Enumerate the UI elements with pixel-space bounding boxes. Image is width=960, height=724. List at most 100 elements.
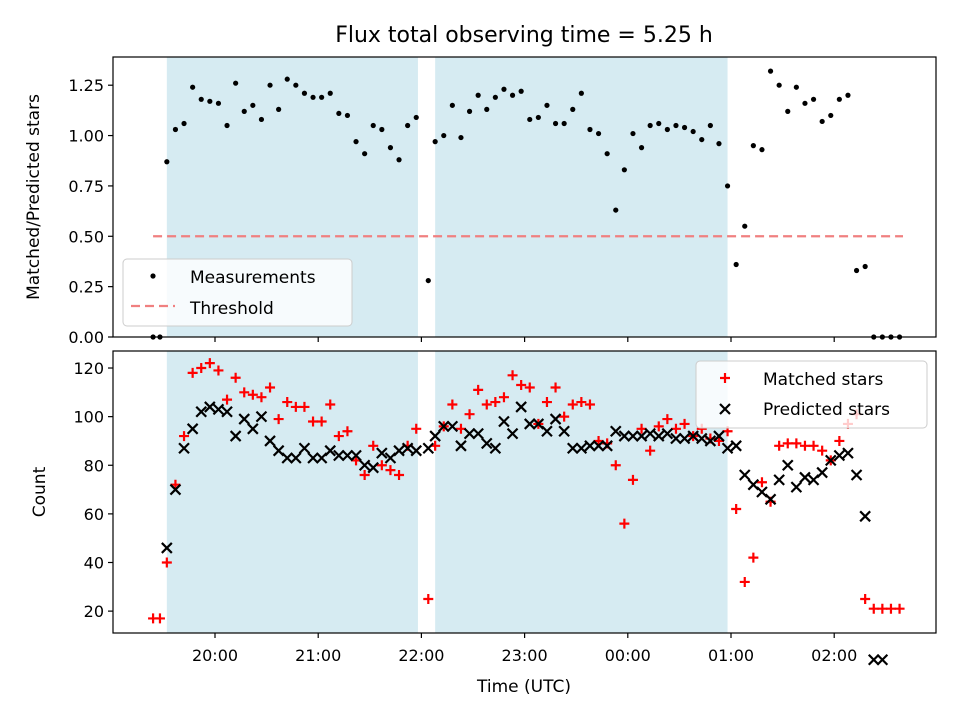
data-point: [379, 126, 385, 133]
bottom-y-tick-label: 40: [84, 554, 104, 573]
data-point: [552, 120, 559, 127]
data-point: [584, 440, 596, 452]
data-point: [498, 392, 509, 403]
bottom-y-tick-label: 80: [84, 456, 104, 475]
data-point: [481, 399, 492, 410]
data-point: [422, 442, 435, 455]
data-point: [635, 430, 648, 442]
data-point: [327, 90, 333, 96]
data-point: [610, 460, 621, 471]
data-point: [344, 112, 351, 119]
data-point: [550, 382, 561, 393]
data-point: [527, 116, 533, 123]
top-observing-window-2: [435, 57, 728, 337]
data-point: [441, 132, 447, 139]
data-point: [816, 466, 828, 479]
data-point: [670, 423, 681, 434]
data-point: [215, 100, 222, 106]
data-point: [472, 427, 484, 440]
data-point: [695, 432, 708, 445]
data-point: [713, 430, 725, 442]
data-point: [584, 399, 595, 410]
data-point: [325, 399, 336, 410]
data-point: [595, 130, 602, 137]
data-point: [195, 405, 208, 418]
data-point: [310, 94, 316, 100]
series-measurements: [150, 68, 903, 340]
data-point: [221, 405, 233, 418]
data-point: [733, 261, 739, 268]
data-point: [742, 223, 748, 229]
data-point: [619, 518, 630, 529]
legend-measurements-marker: [150, 273, 156, 279]
data-point: [802, 100, 808, 106]
data-point: [484, 106, 490, 112]
data-point: [455, 423, 466, 434]
data-point: [358, 459, 371, 472]
data-point: [273, 414, 284, 425]
x-tick-label: 21:00: [295, 646, 341, 665]
data-point: [341, 449, 354, 462]
legend-matched-label: Matched stars: [763, 370, 883, 390]
data-point: [179, 431, 190, 442]
data-point: [196, 363, 207, 374]
data-point: [299, 401, 310, 412]
data-point: [661, 427, 674, 440]
data-point: [681, 124, 688, 131]
data-point: [316, 416, 327, 427]
data-point: [276, 106, 282, 112]
data-point: [764, 493, 777, 506]
data-point: [190, 84, 196, 90]
data-point: [186, 423, 199, 435]
bottom-y-tick-label: 20: [84, 602, 104, 621]
data-point: [773, 474, 785, 486]
data-point: [233, 80, 239, 86]
data-point: [429, 430, 441, 442]
bottom-y-tick-label: 60: [84, 505, 104, 524]
data-point: [463, 427, 476, 440]
data-point: [256, 392, 267, 403]
data-point: [293, 82, 299, 88]
data-point: [350, 449, 362, 462]
x-tick-label: 20:00: [192, 646, 238, 665]
data-point: [845, 92, 851, 98]
data-point: [376, 460, 387, 471]
data-point: [578, 90, 584, 96]
data-point: [224, 122, 230, 129]
data-point: [724, 183, 731, 189]
data-point: [609, 425, 622, 438]
data-point: [241, 108, 247, 114]
data-point: [561, 120, 567, 127]
x-tick-label: 22:00: [398, 646, 444, 665]
data-point: [592, 440, 605, 452]
data-point: [298, 442, 311, 455]
data-point: [212, 403, 225, 416]
data-point: [507, 370, 518, 381]
data-point: [385, 465, 396, 476]
data-point: [255, 410, 268, 423]
data-point: [690, 128, 696, 135]
data-point: [396, 157, 402, 163]
data-point: [575, 442, 588, 455]
legend-predicted-label: Predicted stars: [763, 400, 890, 420]
data-point: [558, 425, 570, 438]
data-point: [799, 440, 810, 451]
data-point: [308, 416, 319, 427]
top-y-tick-label: 1.25: [68, 76, 104, 95]
data-point: [647, 122, 653, 129]
data-point: [673, 122, 679, 129]
data-point: [336, 110, 342, 117]
data-point: [229, 430, 242, 442]
data-point: [782, 438, 793, 449]
data-point: [239, 387, 250, 398]
data-point: [178, 442, 190, 455]
data-point: [515, 401, 527, 413]
data-point: [833, 449, 846, 462]
data-point: [790, 481, 803, 493]
data-point: [267, 82, 273, 88]
data-point: [367, 461, 380, 474]
data-point: [756, 477, 767, 488]
data-point: [678, 432, 691, 445]
data-point: [250, 102, 256, 108]
